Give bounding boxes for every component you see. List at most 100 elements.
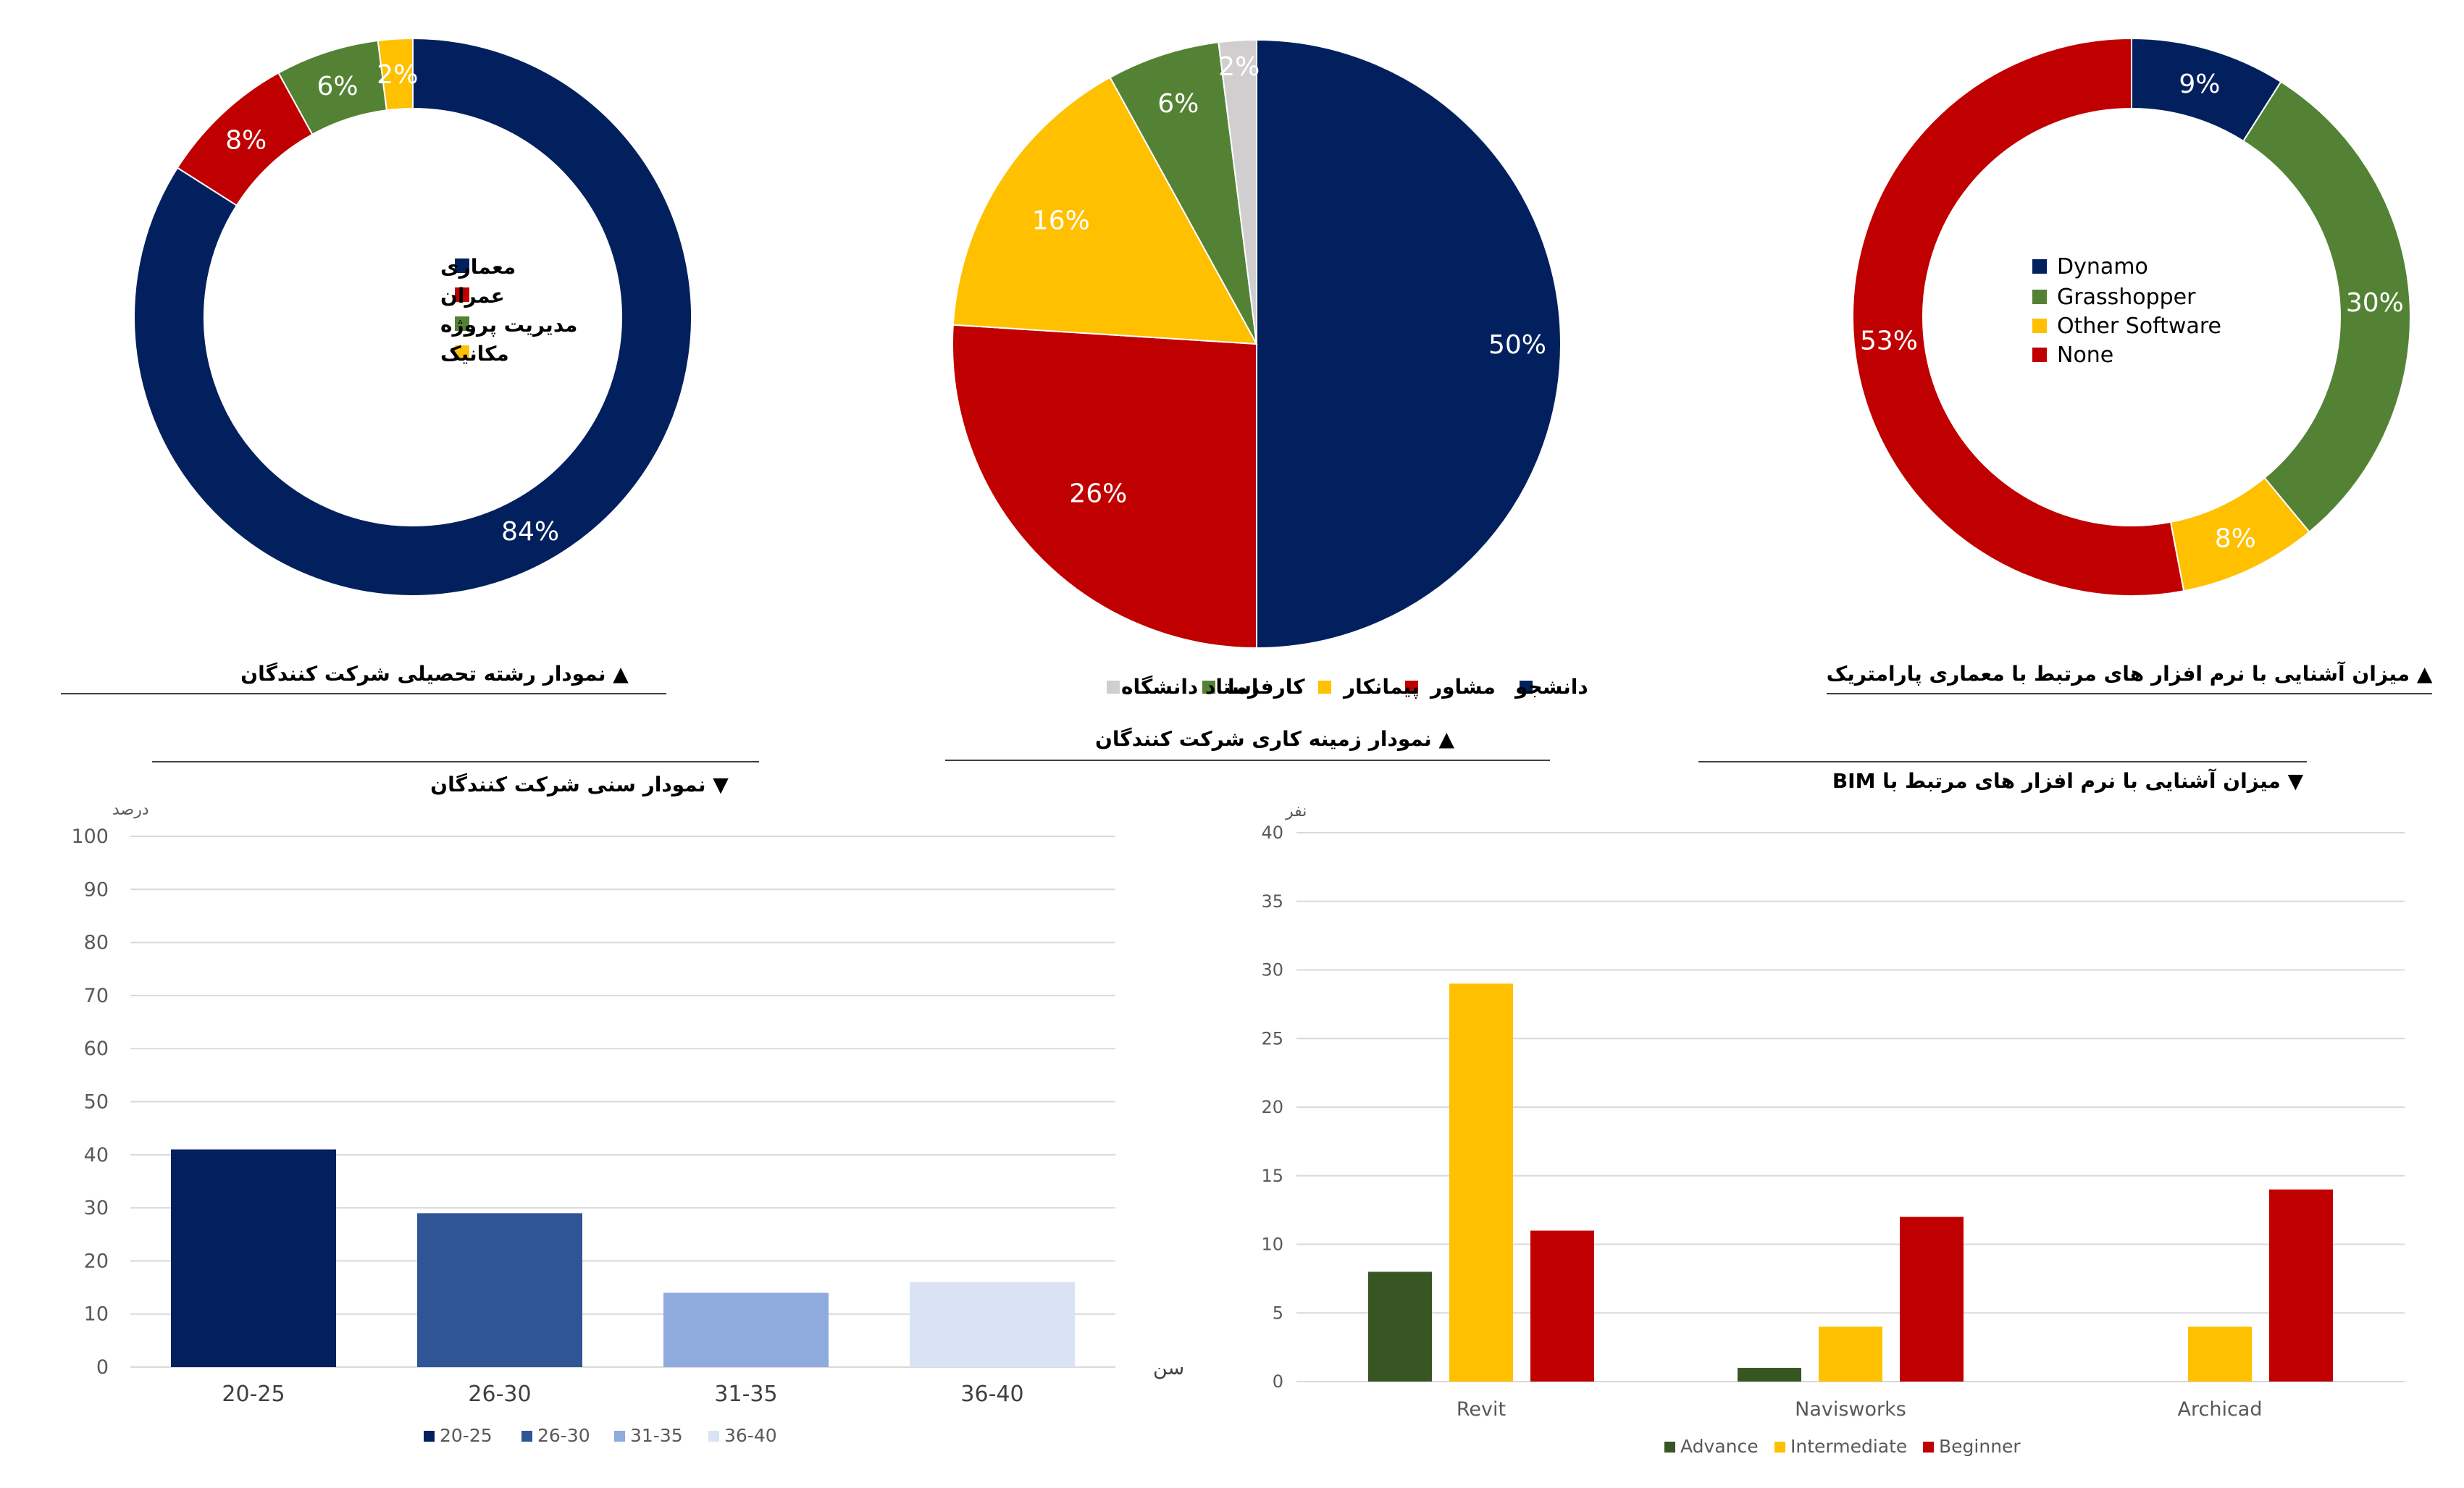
y-tick-label: 50: [84, 1091, 109, 1114]
y-tick-label: 5: [1273, 1303, 1283, 1323]
x-tick-label: 31-35: [714, 1382, 777, 1407]
title-gap: [606, 662, 613, 686]
title-text: نمودار زمینه کاری شرکت کنندگان: [1095, 727, 1432, 751]
slice-value-label: 2%: [377, 60, 418, 90]
y-tick-label: 30: [1261, 960, 1283, 980]
legend-label: Grasshopper: [2057, 285, 2196, 310]
legend-label: معماری: [440, 255, 516, 279]
legend-swatch: [1107, 681, 1120, 694]
title-text: نمودار رشته تحصیلی شرکت کنندگان: [240, 662, 605, 686]
legend-label: 31-35: [630, 1425, 683, 1446]
bar: [2188, 1327, 2252, 1382]
legend-swatch: [614, 1431, 625, 1442]
title-gap: [706, 773, 713, 796]
title-gap: [2281, 769, 2288, 793]
bar: [1368, 1271, 1432, 1382]
bim-software-bar-chart: ▼ میزان آشنایی با نرم افزار های مرتبط با…: [1261, 761, 2405, 1457]
legend-label: مدیریت پروژه: [440, 313, 577, 337]
legend-label: عمران: [440, 284, 505, 308]
legend-swatch: [1318, 681, 1331, 694]
x-tick-label: Revit: [1457, 1398, 1506, 1421]
slice-value-label: 9%: [2179, 70, 2220, 99]
y-tick-label: 0: [96, 1356, 109, 1379]
y-tick-label: 10: [84, 1303, 109, 1326]
legend-swatch: [2032, 259, 2047, 274]
legend-swatch: [455, 345, 469, 360]
legend-label: Advance: [1680, 1436, 1759, 1457]
legend-label: مکانیک: [440, 342, 509, 366]
y-tick-label: 30: [84, 1197, 109, 1219]
legend-swatch: [455, 287, 469, 302]
legend-swatch: [1923, 1442, 1934, 1453]
legend-swatch: [2032, 348, 2047, 362]
slice-0: [1256, 38, 1562, 650]
legend-label: استاد دانشگاه: [1121, 675, 1259, 699]
bar: [1530, 1230, 1594, 1382]
y-tick-label: 90: [84, 878, 109, 901]
bar: [1900, 1216, 1964, 1382]
x-tick-label: Navisworks: [1795, 1398, 1906, 1421]
slice-1: [2242, 80, 2411, 534]
age-bar-chart: ▼ نمودار سنی شرکت کنندگان درصد 0 10 20 30 40 50…: [71, 761, 1184, 1446]
title-text: نمودار سنی شرکت کنندگان: [430, 773, 705, 796]
y-tick-label: 70: [84, 985, 109, 1007]
y-tick-label: 35: [1261, 891, 1283, 912]
y-tick-label: 40: [1261, 823, 1283, 843]
legend-label: 36-40: [724, 1425, 777, 1446]
legend-label: 26-30: [537, 1425, 590, 1446]
slice-3: [1852, 37, 2185, 597]
y-tick-label: 40: [84, 1144, 109, 1167]
y-axis-label: نفر: [1285, 802, 1307, 820]
y-tick-label: 10: [1261, 1235, 1283, 1255]
y-tick-label: 80: [84, 932, 109, 954]
title-triangle-icon: ▲: [613, 662, 629, 686]
legend-label: دانشجو: [1514, 675, 1588, 699]
bar: [1449, 983, 1513, 1382]
bar: [417, 1213, 582, 1367]
x-tick-label: Archicad: [2178, 1398, 2263, 1421]
bar: [1738, 1368, 1801, 1382]
y-tick-label: 20: [84, 1250, 109, 1272]
slice-value-label: 84%: [501, 517, 559, 547]
legend-swatch: [708, 1431, 719, 1442]
legend-label: Other Software: [2057, 314, 2221, 339]
title-gap: [1432, 727, 1439, 751]
title-triangle-icon: ▲: [2417, 662, 2433, 686]
legend-swatch: [1664, 1442, 1675, 1453]
x-tick-label: 20-25: [222, 1382, 285, 1407]
bar: [2269, 1189, 2333, 1382]
slice-3: [377, 37, 414, 112]
legend-swatch: [1202, 681, 1215, 694]
bar: [910, 1282, 1075, 1367]
slice-2: [952, 76, 1258, 345]
field-of-study-donut-chart: 84% 8% 6% 2% معماری عمران مدیریت پروژه مکانیک ▲ …: [61, 37, 692, 694]
y-tick-label: 25: [1261, 1028, 1283, 1048]
legend-swatch: [521, 1431, 532, 1442]
legend-label: 20-25: [440, 1425, 493, 1446]
legend-swatch: [455, 258, 469, 273]
slice-value-label: 8%: [2215, 524, 2256, 553]
bar: [171, 1149, 336, 1367]
slice-value-label: 8%: [225, 126, 267, 156]
chart-title: ▼ میزان آشنایی با نرم افزار های مرتبط با…: [1832, 768, 2304, 793]
legend-swatch: [1774, 1442, 1785, 1453]
work-field-pie-chart: 50% 26% 16% 6% 2% دانشجو مشاور پیمانکار کارفرماا…: [945, 38, 1588, 761]
legend-label: None: [2057, 342, 2113, 368]
legend-swatch: [1405, 681, 1418, 694]
legend-swatch: [2032, 319, 2047, 333]
legend-label: پیمانکار: [1342, 675, 1420, 699]
title-triangle-icon: ▼: [713, 773, 729, 796]
x-tick-label: 26-30: [468, 1382, 531, 1407]
title-text: میزان آشنایی با نرم افزار های مرتبط با B…: [1832, 768, 2281, 793]
y-tick-label: 15: [1261, 1166, 1283, 1186]
x-axis-label: سن: [1153, 1357, 1184, 1379]
legend-swatch: [1520, 681, 1533, 694]
slice-value-label: 53%: [1860, 327, 1918, 356]
legend-swatch: [455, 316, 469, 331]
slice-value-label: 16%: [1032, 206, 1090, 236]
y-axis-label: درصد: [112, 801, 149, 819]
slice-value-label: 26%: [1069, 479, 1127, 508]
y-tick-label: 20: [1261, 1097, 1283, 1117]
slice-value-label: 2%: [1218, 52, 1260, 82]
